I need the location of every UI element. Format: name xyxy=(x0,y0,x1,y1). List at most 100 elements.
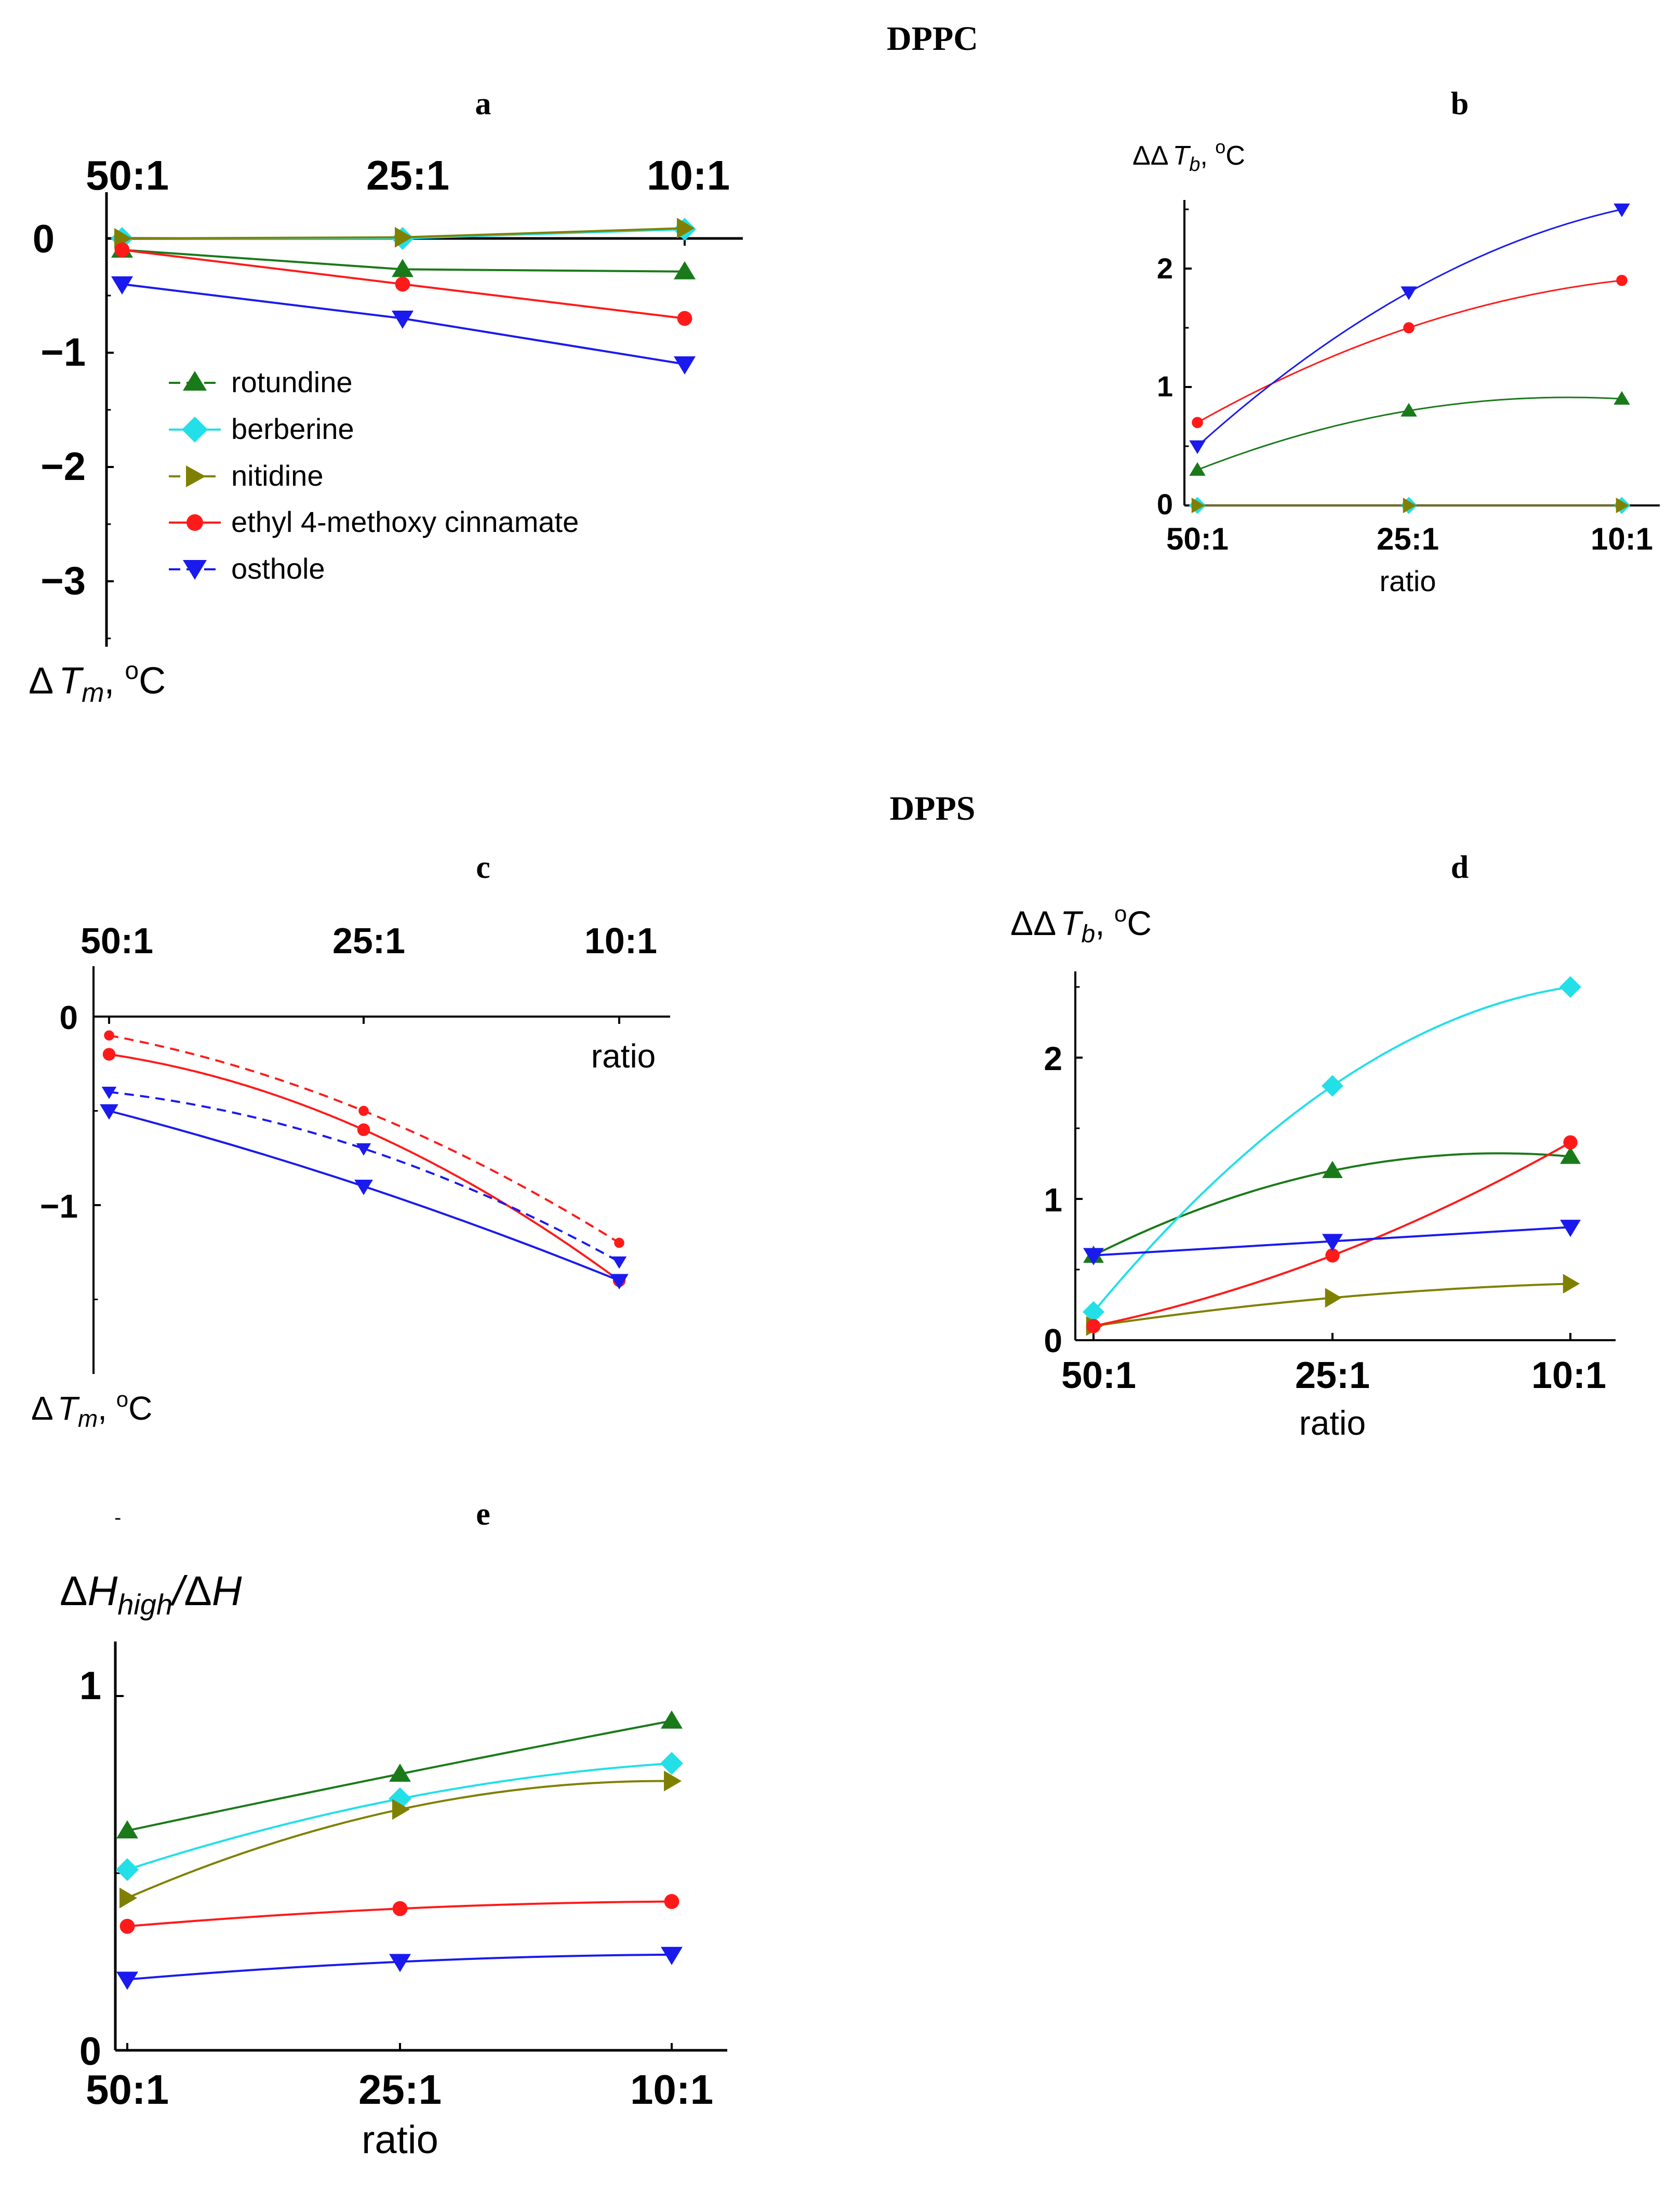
panel-c-line-ethyl xyxy=(109,1053,620,1282)
panel-a-point-nitidine-1 xyxy=(395,226,412,248)
panel-c-ytick-m1: −1 xyxy=(40,1187,78,1225)
panel-e-xtick-25-1: 25:1 xyxy=(358,2066,442,2113)
panel-e-point-osthole-0 xyxy=(116,1971,138,1990)
legend-marker-rotundine xyxy=(183,371,207,391)
panel-e-point-nitidine-2 xyxy=(664,1770,682,1792)
panel-e-ytick-1: 1 xyxy=(79,1664,101,1708)
panel-d-line-nitidine xyxy=(1093,1283,1571,1327)
panel-c-point-osthole-dashed-2 xyxy=(611,1256,627,1269)
panel-e-point-nitidine-0 xyxy=(119,1887,137,1908)
panel-d-point-berberine-1 xyxy=(1322,1075,1343,1097)
panel-e-point-berberine-2 xyxy=(660,1752,683,1775)
panel-b-point-osthole-1 xyxy=(1401,286,1417,300)
legend-marker-berberine xyxy=(182,417,208,443)
legend-item-berberine: berberine xyxy=(169,412,354,445)
panel-e: 0 1 50:1 25:1 10:1 ratio ΔHhigh/ΔH xyxy=(60,1518,727,2162)
legend-label-rotundine: rotundine xyxy=(231,366,353,398)
panel-d-point-osthole-2 xyxy=(1560,1220,1581,1237)
panel-c-point-osthole-dashed-0 xyxy=(101,1087,117,1099)
panel-a-point-ethyl-2 xyxy=(677,311,692,326)
panel-e-point-osthole-2 xyxy=(661,1946,683,1965)
panel-d-ytick-2: 2 xyxy=(1044,1040,1062,1077)
panel-e-point-ethyl-1 xyxy=(392,1901,408,1916)
panel-a-point-nitidine-2 xyxy=(677,218,695,239)
panel-c-point-ethyl-1 xyxy=(357,1123,370,1137)
panel-b-point-rotundine-2 xyxy=(1614,391,1630,405)
panel-a-point-rotundine-2 xyxy=(674,261,696,279)
panel-b-point-ethyl-2 xyxy=(1616,275,1628,286)
panel-d-point-berberine-2 xyxy=(1559,976,1581,998)
panel-d-point-osthole-0 xyxy=(1083,1248,1104,1265)
panel-e-point-ethyl-2 xyxy=(664,1894,679,1909)
panel-a-point-osthole-2 xyxy=(674,356,696,375)
panel-c-point-osthole-2 xyxy=(610,1274,629,1290)
panel-a-point-rotundine-1 xyxy=(392,259,414,277)
panel-e-ytick-0: 0 xyxy=(79,2030,101,2074)
legend-item-osthole: osthole xyxy=(169,552,325,585)
panel-b-point-nitidine-2 xyxy=(1616,498,1630,513)
panel-d-line-berberine xyxy=(1092,986,1571,1313)
panel-e-point-nitidine-1 xyxy=(392,1799,410,1820)
panel-c-point-osthole-dashed-1 xyxy=(356,1143,371,1156)
panel-c-point-ethyl-dashed-1 xyxy=(358,1105,369,1116)
panel-b-point-rotundine-1 xyxy=(1401,403,1417,417)
panel-d-ylabel: ΔΔ Tb, oC xyxy=(1010,901,1152,948)
panel-c-ytick-0: 0 xyxy=(59,999,78,1036)
panel-a-xtick-25-1: 25:1 xyxy=(366,152,449,198)
legend-label-nitidine: nitidine xyxy=(231,459,323,492)
panel-a-xtick-10-1: 10:1 xyxy=(647,152,730,198)
legend-label-osthole: osthole xyxy=(231,552,325,585)
panel-c-point-ethyl-0 xyxy=(102,1048,116,1061)
panel-c-xtick-10-1: 10:1 xyxy=(584,920,657,961)
panel-a-point-ethyl-1 xyxy=(395,276,410,292)
panel-b-ytick-2: 2 xyxy=(1157,252,1173,285)
panel-b-point-ethyl-1 xyxy=(1403,322,1415,333)
panel-d-point-osthole-1 xyxy=(1322,1234,1343,1251)
panel-label-a: a xyxy=(475,86,491,122)
panel-a-xtick-50-1: 50:1 xyxy=(86,152,169,198)
legend-item-ethyl: ethyl 4-methoxy cinnamate xyxy=(169,505,579,538)
panel-label-e: e xyxy=(476,1497,490,1532)
legend-item-nitidine: nitidine xyxy=(169,459,323,492)
panel-d-ytick-0: 0 xyxy=(1044,1322,1062,1359)
panel-d: 0 1 2 50:1 25:1 10:1 ratio ΔΔ Tb, oC xyxy=(1010,901,1616,1442)
panel-b-xlabel: ratio xyxy=(1380,565,1436,597)
panel-a-ytick-0: 0 xyxy=(33,217,55,261)
panel-b-ylabel: ΔΔ Tb, oC xyxy=(1132,136,1245,176)
legend-marker-osthole xyxy=(183,560,207,580)
panel-e-xtick-10-1: 10:1 xyxy=(630,2066,713,2113)
panel-a-ytick-m3: −3 xyxy=(41,559,86,603)
legend-item-rotundine: rotundine xyxy=(169,366,353,398)
panel-d-ytick-1: 1 xyxy=(1044,1181,1062,1219)
legend-marker-ethyl xyxy=(186,514,203,531)
panel-label-b: b xyxy=(1451,86,1469,122)
panel-d-xlabel: ratio xyxy=(1299,1404,1366,1442)
panel-e-point-rotundine-0 xyxy=(116,1820,138,1839)
panel-b-point-ethyl-0 xyxy=(1192,417,1203,429)
panel-b-ytick-1: 1 xyxy=(1157,370,1173,403)
panel-c-point-osthole-1 xyxy=(354,1179,373,1195)
legend-label-ethyl: ethyl 4-methoxy cinnamate xyxy=(231,505,579,538)
panel-e-xtick-50-1: 50:1 xyxy=(86,2066,169,2113)
panel-c-point-ethyl-dashed-0 xyxy=(104,1030,114,1041)
panel-d-point-nitidine-2 xyxy=(1563,1274,1580,1294)
panel-e-ylabel: ΔHhigh/ΔH xyxy=(60,1568,242,1621)
panel-label-d: d xyxy=(1451,850,1469,885)
panel-b: 0 1 2 50:1 25:1 10:1 ratio ΔΔ Tb, oC xyxy=(1132,136,1660,597)
panel-c-line-ethyl-dashed xyxy=(109,1034,620,1244)
panel-e-xlabel: ratio xyxy=(362,2118,438,2162)
panel-d-point-nitidine-1 xyxy=(1325,1288,1342,1308)
panel-a-point-osthole-0 xyxy=(111,276,133,295)
panel-d-xtick-50-1: 50:1 xyxy=(1061,1355,1136,1396)
panel-d-xtick-25-1: 25:1 xyxy=(1295,1355,1370,1396)
panel-d-xtick-10-1: 10:1 xyxy=(1531,1355,1606,1396)
panel-e-point-rotundine-2 xyxy=(661,1710,683,1729)
panel-b-line-ethyl xyxy=(1197,279,1622,423)
panel-c-xtick-25-1: 25:1 xyxy=(332,920,405,961)
panel-c-ylabel: Δ Tm, oC xyxy=(31,1387,152,1432)
heading-dppc: DPPC xyxy=(887,20,978,58)
panel-a-ytick-m1: −1 xyxy=(41,330,86,375)
panel-d-point-ethyl-1 xyxy=(1325,1248,1340,1263)
panel-c-point-ethyl-dashed-2 xyxy=(614,1237,624,1248)
